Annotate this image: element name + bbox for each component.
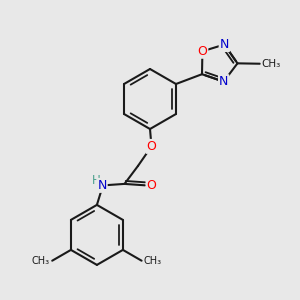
Text: O: O (147, 179, 156, 192)
Text: N: N (97, 179, 107, 192)
Text: CH₃: CH₃ (144, 256, 162, 266)
Text: CH₃: CH₃ (262, 59, 281, 69)
Text: O: O (197, 45, 207, 58)
Text: N: N (220, 38, 229, 51)
Text: CH₃: CH₃ (32, 256, 50, 266)
Text: H: H (92, 174, 101, 188)
Text: N: N (219, 75, 228, 88)
Text: O: O (147, 140, 156, 153)
